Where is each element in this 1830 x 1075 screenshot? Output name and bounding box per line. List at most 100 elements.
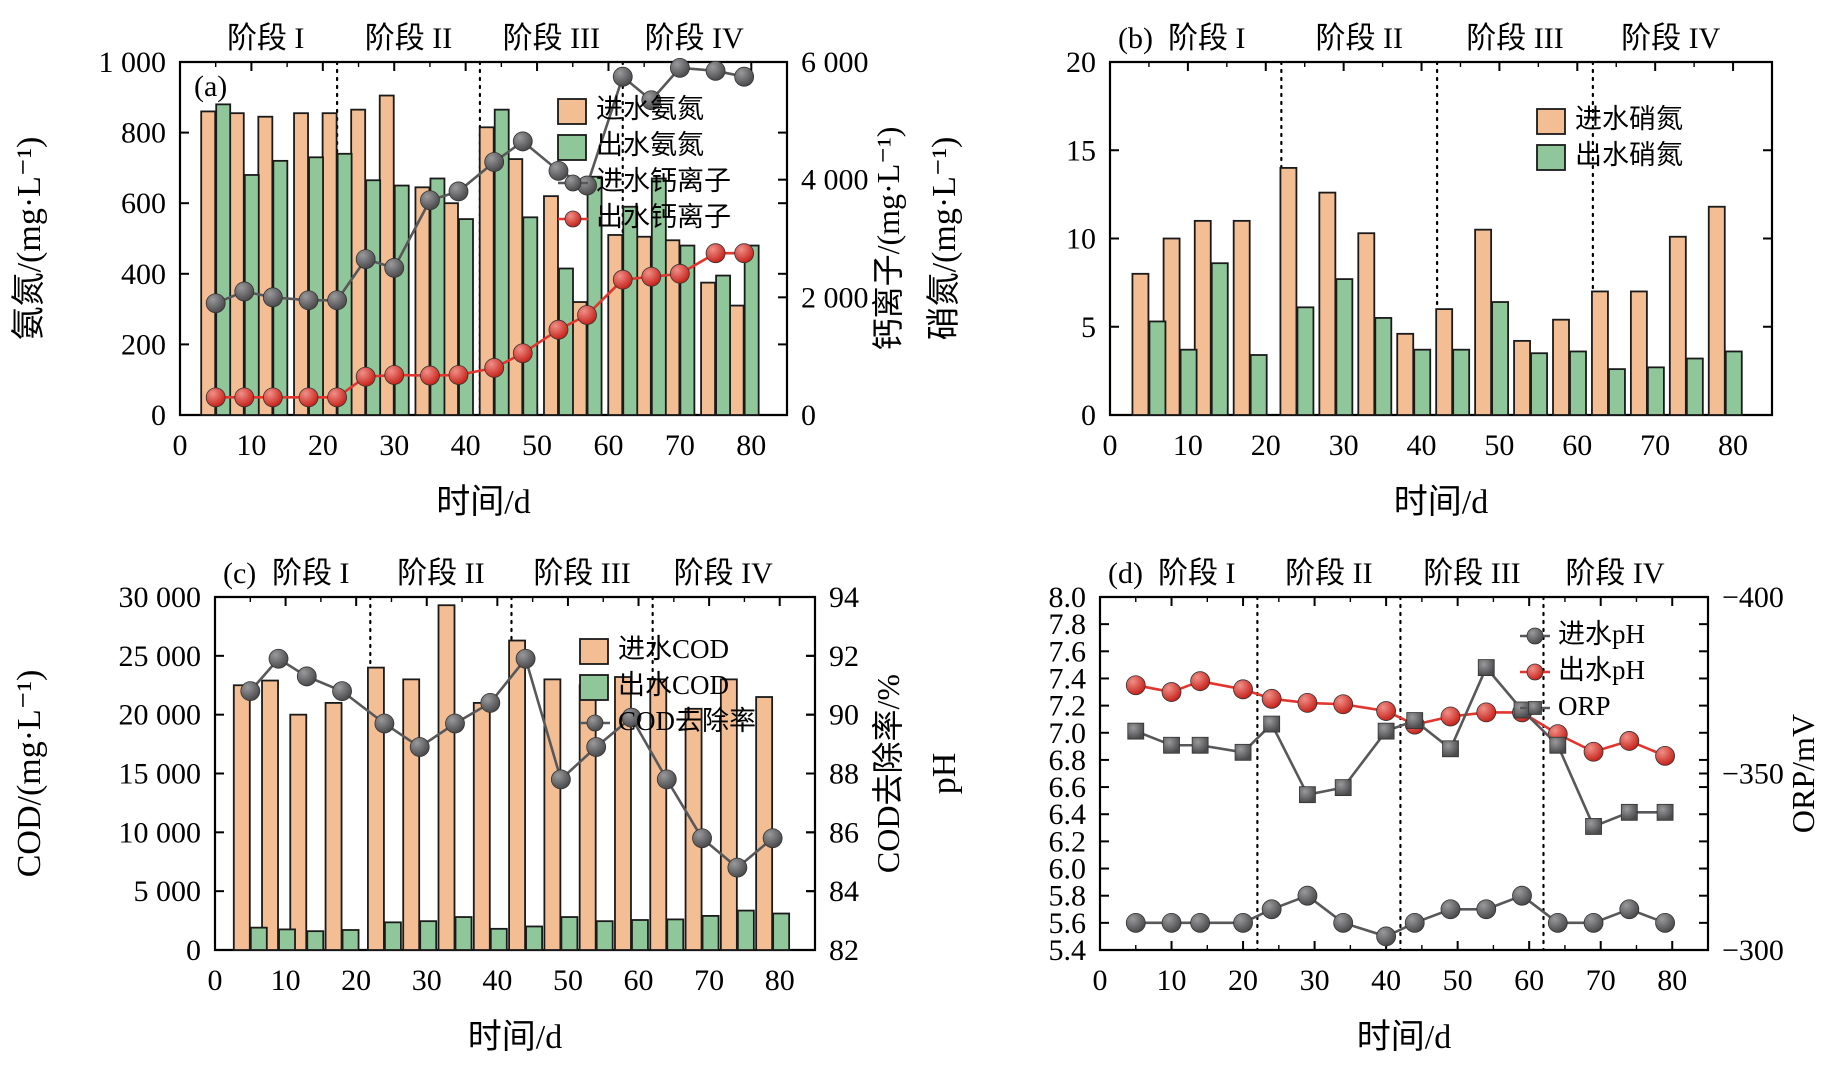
svg-text:阶段 III: 阶段 III [533, 557, 630, 590]
svg-text:5: 5 [1081, 311, 1096, 344]
svg-text:阶段 III: 阶段 III [1466, 22, 1563, 55]
svg-text:钙离子/(mg·L⁻¹): 钙离子/(mg·L⁻¹) [870, 127, 906, 351]
svg-text:阶段 I: 阶段 I [1168, 22, 1246, 55]
svg-text:进水钙离子: 进水钙离子 [596, 166, 731, 196]
svg-text:阶段 II: 阶段 II [1285, 557, 1372, 590]
svg-text:60: 60 [593, 429, 623, 462]
svg-text:0: 0 [151, 399, 166, 432]
svg-text:20: 20 [341, 964, 371, 997]
svg-text:70: 70 [1586, 964, 1616, 997]
svg-text:200: 200 [121, 328, 166, 361]
svg-text:阶段 I: 阶段 I [1158, 557, 1236, 590]
svg-text:30: 30 [1300, 964, 1330, 997]
svg-text:COD去除率: COD去除率 [618, 706, 756, 736]
svg-text:400: 400 [121, 258, 166, 291]
svg-text:40: 40 [1407, 429, 1437, 462]
svg-text:10: 10 [1173, 429, 1203, 462]
svg-text:出水硝氮: 出水硝氮 [1575, 140, 1683, 170]
svg-text:出水钙离子: 出水钙离子 [596, 202, 731, 232]
svg-text:600: 600 [121, 187, 166, 220]
svg-text:时间/d: 时间/d [1357, 1019, 1451, 1056]
svg-text:2 000: 2 000 [801, 281, 869, 314]
svg-text:10: 10 [1157, 964, 1187, 997]
svg-text:−300: −300 [1722, 934, 1784, 967]
svg-text:80: 80 [736, 429, 766, 462]
svg-text:50: 50 [522, 429, 552, 462]
svg-text:0: 0 [801, 399, 816, 432]
svg-text:15: 15 [1066, 134, 1096, 167]
svg-text:80: 80 [765, 964, 795, 997]
svg-text:出水pH: 出水pH [1558, 655, 1645, 685]
svg-text:84: 84 [829, 875, 859, 908]
svg-text:10: 10 [271, 964, 301, 997]
svg-text:−350: −350 [1722, 758, 1784, 791]
svg-text:70: 70 [694, 964, 724, 997]
svg-text:阶段 III: 阶段 III [1423, 557, 1520, 590]
svg-text:阶段 II: 阶段 II [397, 557, 484, 590]
svg-text:50: 50 [553, 964, 583, 997]
svg-text:10 000: 10 000 [119, 816, 202, 849]
svg-text:20 000: 20 000 [119, 699, 202, 732]
svg-text:pH: pH [926, 753, 963, 795]
svg-text:15 000: 15 000 [119, 758, 202, 791]
svg-text:硝氮/(mg·L⁻¹): 硝氮/(mg·L⁻¹) [925, 137, 963, 341]
svg-text:86: 86 [829, 816, 859, 849]
svg-text:进水pH: 进水pH [1558, 619, 1645, 649]
svg-text:70: 70 [1640, 429, 1670, 462]
svg-text:60: 60 [1514, 964, 1544, 997]
svg-text:20: 20 [1228, 964, 1258, 997]
svg-text:阶段 IV: 阶段 IV [645, 22, 744, 55]
svg-text:时间/d: 时间/d [1394, 484, 1488, 521]
svg-text:0: 0 [1081, 399, 1096, 432]
svg-text:80: 80 [1718, 429, 1748, 462]
svg-text:(a): (a) [194, 70, 227, 103]
svg-text:92: 92 [829, 640, 859, 673]
svg-text:800: 800 [121, 117, 166, 150]
svg-text:20: 20 [1066, 46, 1096, 79]
svg-text:90: 90 [829, 699, 859, 732]
svg-text:出水氨氮: 出水氨氮 [596, 130, 704, 160]
svg-text:80: 80 [1657, 964, 1687, 997]
svg-text:ORP/mV: ORP/mV [1785, 714, 1821, 833]
svg-text:10: 10 [1066, 223, 1096, 256]
svg-text:40: 40 [1371, 964, 1401, 997]
svg-text:阶段 II: 阶段 II [365, 22, 452, 55]
svg-text:0: 0 [208, 964, 223, 997]
svg-text:40: 40 [482, 964, 512, 997]
svg-text:(d): (d) [1108, 557, 1143, 590]
svg-text:60: 60 [1562, 429, 1592, 462]
svg-text:5 000: 5 000 [134, 875, 202, 908]
svg-text:0: 0 [1103, 429, 1118, 462]
svg-text:阶段 I: 阶段 I [272, 557, 350, 590]
svg-text:40: 40 [451, 429, 481, 462]
svg-text:0: 0 [173, 429, 188, 462]
svg-text:ORP: ORP [1558, 691, 1611, 721]
svg-text:阶段 IV: 阶段 IV [674, 557, 773, 590]
svg-text:氨氮/(mg·L⁻¹): 氨氮/(mg·L⁻¹) [10, 137, 48, 341]
svg-text:阶段 III: 阶段 III [503, 22, 600, 55]
svg-text:进水硝氮: 进水硝氮 [1575, 104, 1683, 134]
svg-text:20: 20 [1251, 429, 1281, 462]
svg-text:30 000: 30 000 [119, 581, 202, 614]
svg-text:60: 60 [624, 964, 654, 997]
svg-text:(b): (b) [1118, 22, 1153, 55]
svg-text:94: 94 [829, 581, 859, 614]
svg-text:1 000: 1 000 [99, 46, 167, 79]
svg-text:0: 0 [186, 934, 201, 967]
svg-text:6 000: 6 000 [801, 46, 869, 79]
svg-text:COD去除率/%: COD去除率/% [870, 674, 906, 873]
svg-text:(c): (c) [223, 557, 256, 590]
svg-text:COD/(mg·L⁻¹): COD/(mg·L⁻¹) [11, 670, 48, 878]
svg-text:阶段 I: 阶段 I [227, 22, 305, 55]
svg-text:8.0: 8.0 [1049, 581, 1087, 614]
svg-text:进水氨氮: 进水氨氮 [596, 94, 704, 124]
svg-text:82: 82 [829, 934, 859, 967]
svg-text:时间/d: 时间/d [468, 1019, 562, 1056]
svg-text:4 000: 4 000 [801, 164, 869, 197]
svg-text:50: 50 [1484, 429, 1514, 462]
svg-text:出水COD: 出水COD [618, 670, 729, 700]
svg-text:0: 0 [1093, 964, 1108, 997]
svg-text:50: 50 [1443, 964, 1473, 997]
svg-text:−400: −400 [1722, 581, 1784, 614]
svg-text:阶段 IV: 阶段 IV [1565, 557, 1664, 590]
